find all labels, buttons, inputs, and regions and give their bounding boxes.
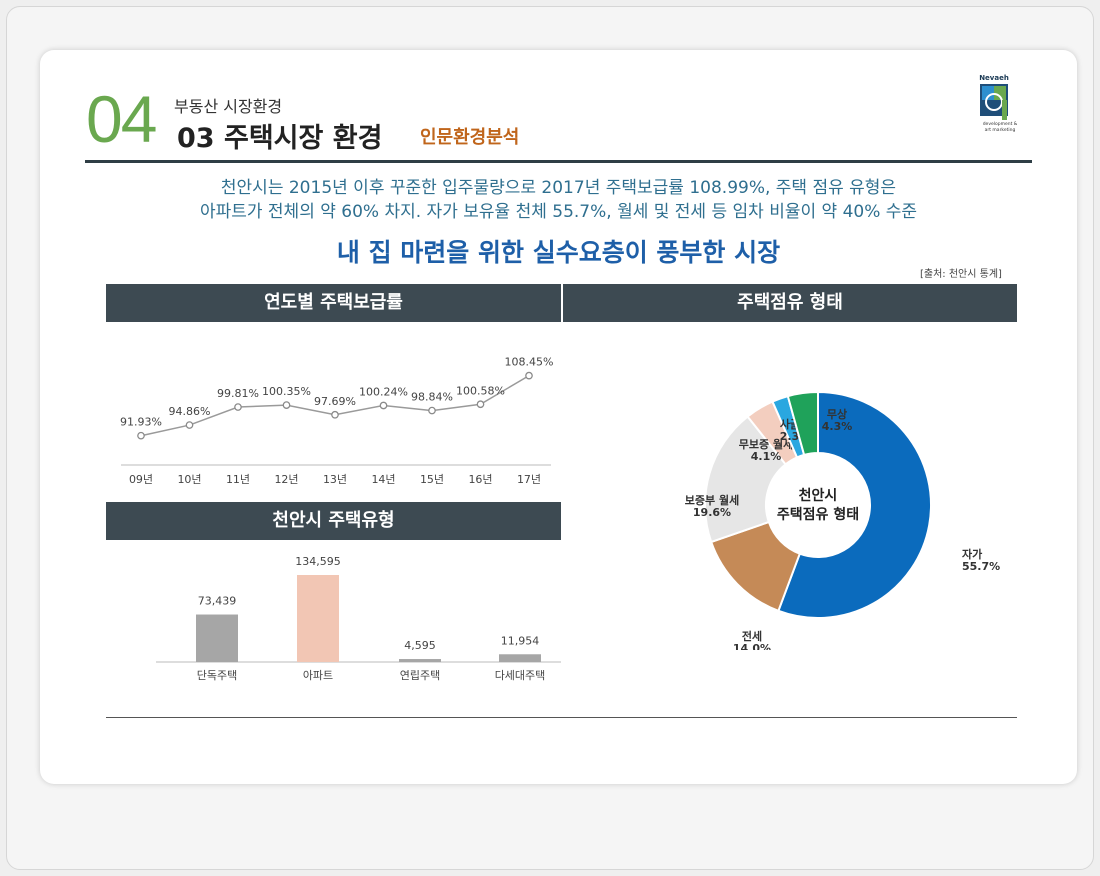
data-point — [282, 401, 291, 409]
bar — [399, 659, 441, 662]
donut-slice — [786, 390, 819, 457]
brand-logo: Nevaeh development & art marketing — [979, 74, 1018, 133]
data-label: 100.35% — [262, 385, 311, 398]
summary-line-1: 천안시는 2015년 이후 꾸준한 입주물량으로 2017년 주택보급률 108… — [220, 178, 897, 198]
bar-chart-header: 천안시 주택유형 — [106, 502, 561, 540]
data-label: 100.58% — [456, 384, 505, 397]
data-point — [234, 403, 242, 411]
housing-supply-line-chart: 91.93% 09년 94.86% 10년 99.81% 11년 100.35% 12년 97.… — [120, 356, 554, 486]
slice-value-label: 14.0% — [733, 642, 771, 650]
category-label: 다세대주택 — [495, 669, 546, 682]
data-point — [331, 410, 339, 419]
data-label: 108.45% — [505, 356, 554, 369]
x-tick-label: 11년 — [226, 473, 250, 486]
category-label: 아파트 — [303, 669, 333, 682]
summary-line-2: 아파트가 전체의 약 60% 차지. 자가 보유율 천체 55.7%, 월세 및… — [199, 202, 918, 222]
slice-value-label: 55.7% — [962, 560, 1000, 573]
bar-value-label: 4,595 — [404, 639, 436, 652]
logo-subtext-1: development & — [983, 121, 1018, 127]
section-number: 04 — [86, 82, 157, 156]
slice-name-label: 자가 — [962, 547, 982, 561]
page-title: 03 주택시장 환경 — [177, 123, 383, 154]
slice-name-label: 무상 — [827, 407, 847, 421]
summary-text: 천안시는 2015년 이후 꾸준한 입주물량으로 2017년 주택보급률 108… — [100, 176, 1017, 224]
slice-value-label: 4.1% — [751, 450, 782, 463]
bar-value-label: 11,954 — [501, 634, 540, 647]
logo-text: Nevaeh — [979, 74, 1009, 82]
donut-chart-header: 주택점유 형태 — [563, 284, 1017, 322]
donut-slice — [704, 415, 788, 544]
logo-subtext-2: art marketing — [985, 127, 1016, 133]
donut-slice — [777, 390, 932, 619]
section-pre-title: 부동산 시장환경 — [174, 97, 283, 116]
bar — [499, 654, 541, 662]
data-label: 91.93% — [120, 416, 162, 429]
bar-value-label: 73,439 — [198, 595, 237, 608]
data-label: 98.84% — [411, 391, 453, 404]
data-point — [525, 371, 533, 380]
data-point — [428, 406, 436, 415]
bar — [297, 575, 339, 662]
window-frame: 04 부동산 시장환경 03 주택시장 환경 인문환경분석 Nevaeh dev… — [6, 6, 1094, 870]
data-label: 99.81% — [217, 387, 259, 400]
slice-name-label: 무보증 월세 — [739, 437, 793, 451]
data-point — [185, 421, 194, 429]
data-label: 94.86% — [169, 405, 211, 418]
page-subtag: 인문환경분석 — [420, 127, 520, 148]
x-tick-label: 12년 — [274, 473, 298, 486]
x-tick-label: 09년 — [129, 473, 153, 486]
data-point — [379, 401, 388, 410]
source-note: [출처: 천안시 통계] — [920, 269, 1002, 280]
bar — [196, 614, 238, 662]
slice-value-label: 19.6% — [693, 506, 731, 519]
line-chart-header: 연도별 주택보급률 — [106, 284, 561, 322]
bar-value-label: 134,595 — [295, 555, 341, 568]
data-point — [137, 431, 145, 440]
data-point — [476, 400, 485, 409]
category-label: 단독주택 — [197, 669, 237, 682]
x-tick-label: 14년 — [371, 473, 395, 486]
center-label: 주택점유 형태 — [777, 506, 859, 523]
category-label: 연립주택 — [400, 669, 440, 682]
center-label: 천안시 — [799, 487, 838, 504]
slice-value-label: 4.3% — [822, 420, 853, 433]
headline: 내 집 마련을 위한 실수요층이 풍부한 시장 — [336, 238, 781, 267]
x-tick-label: 10년 — [177, 473, 201, 486]
x-tick-label: 16년 — [468, 473, 492, 486]
data-label: 100.24% — [359, 385, 408, 398]
housing-type-bar-chart: 73,439 단독주택 134,595 아파트 4,595 연립주택 11,954 다세대주택 — [156, 555, 561, 682]
slice-name-label: 보증부 월세 — [685, 493, 739, 507]
x-tick-label: 15년 — [420, 473, 444, 486]
header-divider — [85, 160, 1032, 163]
slide: 04 부동산 시장환경 03 주택시장 환경 인문환경분석 Nevaeh dev… — [40, 50, 1077, 784]
bottom-divider — [106, 717, 1017, 718]
data-label: 97.69% — [314, 395, 356, 408]
x-tick-label: 13년 — [323, 473, 347, 486]
x-tick-label: 17년 — [517, 473, 541, 486]
slice-name-label: 전세 — [742, 629, 762, 643]
